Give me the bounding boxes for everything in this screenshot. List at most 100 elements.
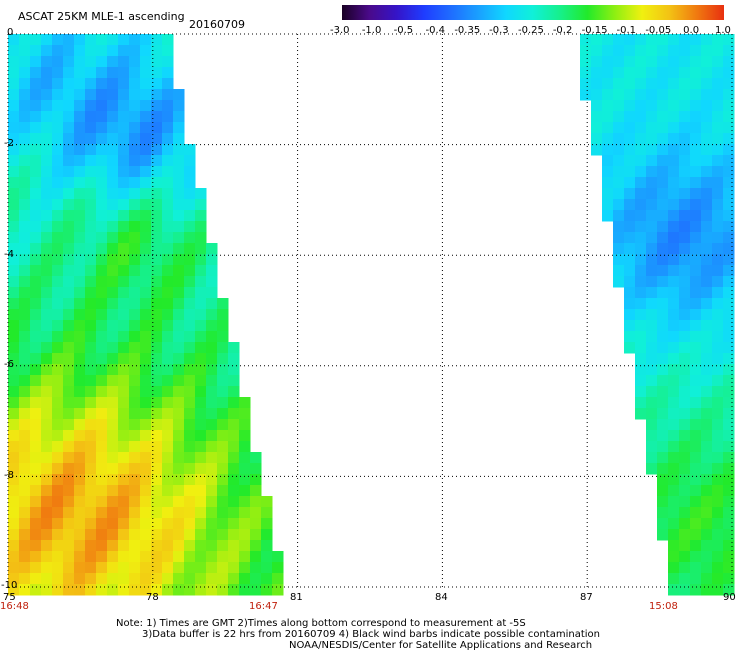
wind-cell [690,485,702,497]
wind-cell [151,562,163,574]
wind-cell [646,221,658,233]
wind-cell [173,551,185,563]
wind-cell [591,133,603,145]
wind-cell [657,474,669,486]
wind-cell [85,386,97,398]
wind-cell [52,287,64,299]
wind-cell [184,562,196,574]
wind-cell [206,507,218,519]
wind-cell [679,199,691,211]
wind-cell [52,452,64,464]
wind-cell [96,56,108,68]
wind-cell [646,78,658,90]
wind-cell [613,100,625,112]
wind-cell [118,166,130,178]
wind-cell [668,485,680,497]
wind-cell [668,199,680,211]
swath-time-left-end: 16:47 [249,601,278,612]
wind-cell [679,100,691,112]
wind-cell [173,232,185,244]
wind-cell [679,562,691,574]
wind-cell [723,45,735,57]
wind-cell [668,287,680,299]
wind-cell [723,287,735,299]
wind-cell [646,397,658,409]
wind-cell [679,45,691,57]
wind-cell [646,188,658,200]
wind-cell [8,342,20,354]
wind-cell [107,496,119,508]
wind-cell [690,562,702,574]
wind-cell [52,166,64,178]
wind-cell [52,122,64,134]
wind-cell [173,188,185,200]
wind-cell [635,155,647,167]
wind-cell [140,221,152,233]
wind-cell [129,386,141,398]
wind-cell [602,67,614,79]
wind-cell [8,221,20,233]
wind-cell [206,254,218,266]
wind-cell [41,562,53,574]
wind-cell [74,507,86,519]
wind-cell [250,507,262,519]
wind-cell [63,78,75,90]
wind-cell [701,144,713,156]
wind-cell [184,276,196,288]
wind-cell [712,177,724,189]
wind-cell [30,320,42,332]
wind-cell [701,342,713,354]
wind-cell [162,452,174,464]
wind-cell [74,584,86,596]
wind-cell [19,56,31,68]
wind-cell [613,144,625,156]
wind-cell [41,89,53,101]
wind-cell [712,45,724,57]
wind-cell [646,177,658,189]
wind-cell [41,353,53,365]
wind-cell [8,199,20,211]
wind-cell [140,441,152,453]
wind-cell [195,518,207,530]
wind-cell [107,584,119,596]
wind-cell [30,452,42,464]
wind-cell [206,496,218,508]
wind-cell [63,298,75,310]
wind-cell [8,298,20,310]
wind-cell [723,177,735,189]
wind-cell [250,540,262,552]
wind-cell [74,331,86,343]
wind-cell [162,485,174,497]
wind-cell [41,232,53,244]
wind-cell [173,133,185,145]
wind-cell [657,89,669,101]
wind-cell [41,34,53,46]
wind-cell [679,573,691,585]
wind-cell [701,573,713,585]
wind-cell [96,221,108,233]
wind-cell [635,67,647,79]
wind-cell [206,441,218,453]
wind-cell [668,320,680,332]
wind-cell [657,485,669,497]
wind-cell [63,199,75,211]
wind-cell [602,144,614,156]
wind-cell [712,67,724,79]
wind-cell [41,584,53,596]
wind-cell [690,353,702,365]
wind-cell [118,397,130,409]
wind-cell [712,518,724,530]
wind-cell [646,67,658,79]
wind-cell [173,419,185,431]
wind-cell [701,397,713,409]
wind-cell [85,34,97,46]
wind-cell [30,353,42,365]
wind-cell [217,353,229,365]
wind-cell [30,78,42,90]
wind-cell [657,507,669,519]
wind-cell [712,419,724,431]
wind-cell [63,221,75,233]
wind-cell [657,111,669,123]
wind-cell [151,243,163,255]
wind-cell [151,496,163,508]
